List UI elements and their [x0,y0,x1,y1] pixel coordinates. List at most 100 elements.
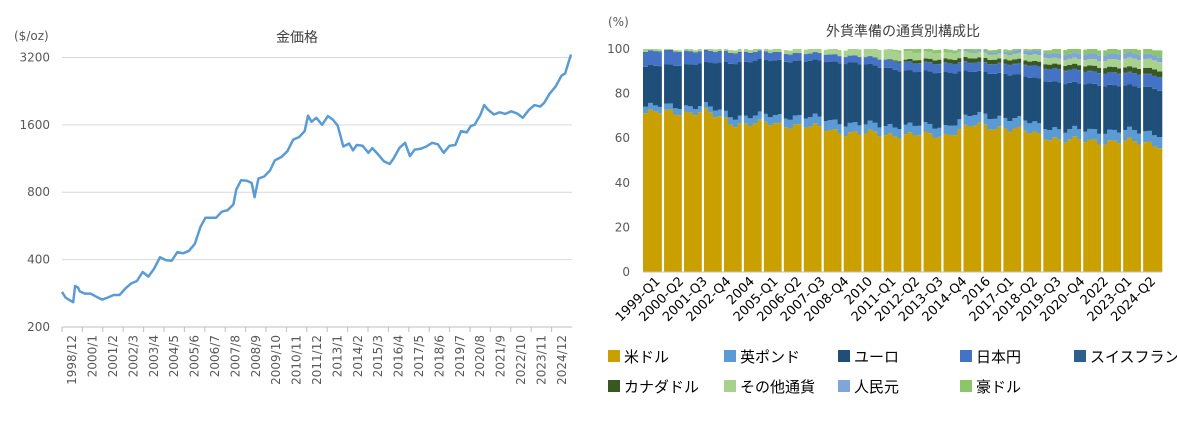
bar-segment [1142,53,1148,59]
x-tick-label: 2016/4 [392,335,406,377]
bar-segment [742,52,749,62]
bar-segment [1097,144,1103,272]
bar-segment [643,113,649,272]
x-tick-label: 2014/2 [351,335,365,377]
bar-segment [892,60,898,62]
bar-segment [797,60,803,116]
bar-segment [912,125,918,136]
bar-segment [1087,83,1093,129]
bar-segment [662,103,669,110]
bar-segment [1147,86,1153,131]
bar-segment [1067,139,1073,272]
bar-segment [712,110,719,118]
bar-segment [1142,142,1148,272]
bar-segment [817,53,823,61]
x-tick-label: 2021/9 [494,335,508,377]
bar-segment [962,61,968,62]
bar-segment [657,52,664,67]
bar-segment [867,56,873,64]
bar-segment [857,49,863,57]
bar-segment [1152,55,1158,61]
bar-segment [1047,64,1053,70]
bar-segment [1017,58,1023,63]
bar-segment [787,50,794,55]
x-tick-label: 2024-Q2 [1108,274,1159,325]
bar-segment [1047,140,1053,272]
bar-segment [912,135,918,272]
x-tick-label: 2007/8 [228,335,242,377]
bar-segment [737,115,744,124]
bar-segment [1002,117,1008,129]
bar-segment [837,133,843,272]
bar-segment [852,49,858,56]
bar-segment [1067,58,1073,65]
bar-segment [832,129,838,272]
bar-segment [1147,67,1153,74]
bar-segment [782,127,789,272]
bar-segment [652,105,659,112]
bar-segment [643,49,649,52]
bar-segment [957,62,963,72]
gold-chart-title: 金価格 [276,30,318,46]
bar-segment [1132,58,1138,68]
bar-segment [952,125,958,136]
bar-segment [757,111,764,120]
bar-segment [767,117,774,126]
bar-segment [647,49,654,51]
bar-segment [982,113,988,125]
bar-segment [947,59,953,64]
bar-segment [1107,84,1113,130]
bar-segment [1132,141,1138,272]
bar-segment [787,62,794,120]
bar-segment [682,64,689,106]
bar-segment [887,124,893,134]
reserve-y-axis-unit: (%) [608,15,629,29]
bar-segment [1052,63,1058,69]
bar-segment [862,124,868,134]
bar-segment [857,134,863,272]
bar-segment [752,51,759,53]
bar-segment [987,50,993,53]
bar-segment [1157,57,1163,63]
bar-segment [937,49,943,54]
bar-segment [902,51,908,60]
bar-segment [752,52,759,62]
bar-segment [897,129,903,139]
bar-segment [1112,67,1118,73]
bar-segment [1062,71,1068,85]
bar-segment [1112,53,1118,60]
bar-segment [1047,58,1053,65]
bar-segment [1047,53,1053,59]
bar-segment [727,63,734,118]
bar-segment [722,62,729,111]
bar-segment [982,71,988,114]
bar-segment [992,73,998,119]
bar-segment [1067,49,1073,54]
bar-segment [792,60,798,116]
bar-segment [962,70,968,115]
bar-segment [1012,128,1018,272]
legend-item: 米ドル [608,346,669,366]
bar-segment [1092,71,1098,84]
bar-segment [912,60,918,64]
bar-segment [1142,131,1148,143]
bar-segment [897,71,903,130]
bar-segment [1042,50,1048,54]
bar-segment [1132,130,1138,142]
bar-segment [747,53,754,63]
bar-segment [647,65,654,103]
bar-segment [697,49,704,52]
bar-segment [967,51,973,53]
bar-segment [1117,132,1123,144]
bar-segment [787,55,794,63]
x-tick-label: 2013/1 [330,335,344,377]
bar-segment [997,126,1003,272]
bar-segment [947,53,953,60]
bar-segment [947,134,953,272]
bar-segment [1067,53,1073,59]
bar-segment [722,110,729,118]
bar-segment [902,61,908,71]
bar-segment [912,49,918,54]
y-tick-label: 40 [615,176,630,190]
bar-segment [962,51,968,57]
